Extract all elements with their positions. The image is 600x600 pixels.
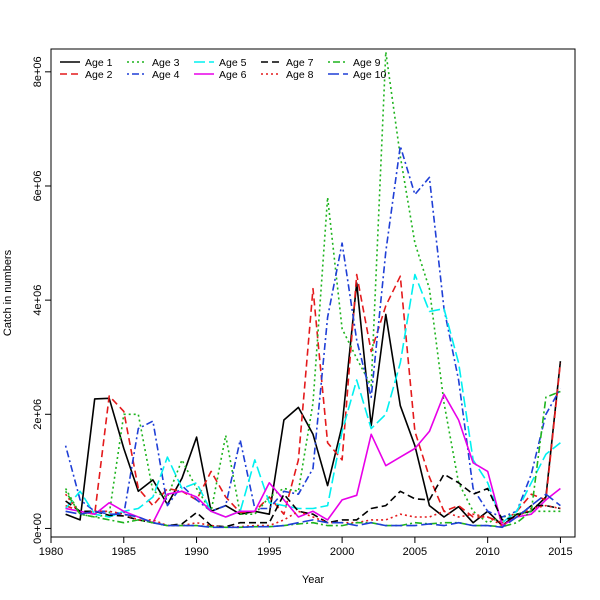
x-tick-label: 2015 — [548, 546, 572, 558]
x-tick-label: 2000 — [330, 546, 354, 558]
legend-label: Age 10 — [353, 69, 386, 81]
series-line-age-9 — [64, 390, 561, 529]
y-tick-label: 0e+00 — [32, 513, 44, 544]
legend-label: Age 3 — [152, 57, 180, 69]
legend-label: Age 8 — [286, 69, 314, 81]
series-layer — [64, 51, 562, 529]
series-line-age-2 — [65, 273, 562, 524]
series-line-age-1 — [65, 282, 562, 527]
legend-label: Age 1 — [85, 57, 113, 69]
legend-label: Age 7 — [286, 57, 314, 69]
legend-label: Age 6 — [219, 69, 247, 81]
x-tick-label: 1995 — [257, 546, 281, 558]
series-line-age-7 — [65, 473, 561, 528]
x-tick-label: 1985 — [112, 546, 136, 558]
y-tick-label: 4e+06 — [32, 285, 44, 316]
x-axis-label: Year — [302, 574, 325, 586]
series-line-age-4 — [64, 145, 562, 518]
x-axis: 1980 1985 1990 1995 2000 2005 2010 2015 — [39, 536, 573, 558]
series-line-age-6 — [65, 393, 561, 527]
series-line-age-3 — [64, 51, 561, 524]
y-tick-label: 8e+06 — [32, 56, 44, 87]
y-tick-label: 6e+06 — [32, 171, 44, 202]
legend-label: Age 5 — [219, 57, 247, 69]
series-line-age-8 — [64, 493, 561, 529]
x-tick-label: 2005 — [403, 546, 427, 558]
y-tick-label: 2e+06 — [32, 399, 44, 430]
y-axis-label: Catch in numbers — [2, 249, 14, 336]
x-tick-label: 1990 — [184, 546, 208, 558]
x-tick-label: 1980 — [39, 546, 63, 558]
series-line-age-10 — [65, 493, 561, 529]
x-tick-label: 2010 — [475, 546, 499, 558]
y-axis: 0e+00 2e+06 4e+06 6e+06 8e+06 — [32, 56, 52, 544]
legend-label: Age 2 — [85, 69, 113, 81]
legend-label: Age 4 — [152, 69, 180, 81]
series-line-age-5 — [64, 273, 561, 524]
legend-label: Age 9 — [353, 57, 381, 69]
